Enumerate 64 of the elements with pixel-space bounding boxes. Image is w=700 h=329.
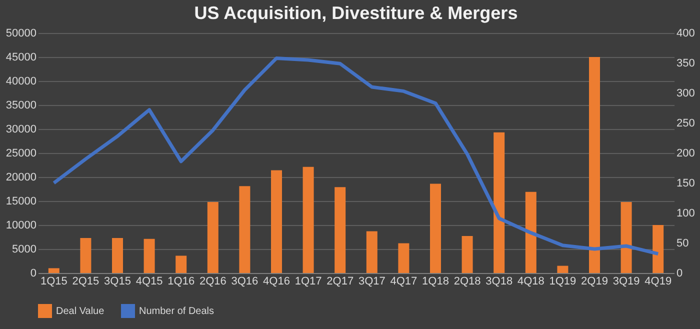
y-tick-label: 50000 [6, 28, 36, 40]
line-series [52, 56, 660, 256]
x-tick-label: 4Q18 [517, 276, 544, 288]
y2-tick-label: 100 [676, 208, 695, 220]
x-tick-label: 1Q19 [549, 276, 576, 288]
y-tick-label: 45000 [6, 52, 36, 64]
bar [271, 170, 282, 273]
bar [430, 184, 441, 273]
y-tick-label: 35000 [6, 100, 36, 112]
x-tick-label: 2Q19 [581, 276, 608, 288]
y-tick-label: 40000 [6, 76, 36, 88]
x-tick-label: 4Q17 [390, 276, 418, 288]
y2-tick-label: 400 [676, 28, 695, 40]
y-tick-label: 25000 [6, 148, 36, 160]
x-tick-label: 3Q17 [358, 276, 386, 288]
legend-label: Number of Deals [139, 306, 214, 317]
bar [398, 243, 410, 273]
x-tick-label: 3Q15 [104, 276, 131, 288]
y-tick-label: 30000 [6, 124, 36, 136]
y-tick-label: 10000 [6, 220, 36, 232]
bar [334, 187, 346, 273]
bar [112, 238, 123, 273]
y2-tick-label: 200 [676, 148, 695, 160]
y2-tick-label: 150 [676, 178, 695, 190]
chart-title: US Acquisition, Divestiture & Mergers [194, 3, 518, 23]
bar [620, 202, 632, 273]
x-tick-label: 1Q17 [294, 276, 322, 288]
bar [366, 231, 378, 273]
bar [80, 238, 92, 273]
bar [462, 236, 473, 273]
x-tick-label: 4Q16 [263, 276, 290, 288]
x-tick-label: 2Q18 [454, 276, 481, 288]
x-tick-label: 1Q18 [422, 276, 449, 288]
y2-tick-label: 300 [676, 88, 695, 100]
bar [525, 192, 536, 273]
bar [239, 186, 250, 273]
x-tick-label: 1Q16 [168, 276, 195, 288]
x-tick-label: 1Q15 [40, 276, 68, 288]
y-tick-label: 20000 [6, 172, 36, 184]
y2-tick-label: 50 [676, 238, 689, 250]
bar [557, 266, 568, 273]
bar [589, 57, 600, 273]
bar [652, 225, 664, 273]
x-tick-label: 4Q19 [644, 276, 672, 288]
y2-tick-label: 250 [676, 118, 695, 130]
y2-tick-label: 350 [676, 58, 695, 70]
x-tick-label: 3Q18 [486, 276, 513, 288]
bar [302, 166, 314, 273]
legend-label: Deal Value [56, 306, 105, 317]
y-tick-label: 0 [30, 268, 36, 280]
bar [494, 132, 505, 273]
y2-tick-label: 0 [676, 268, 683, 280]
bar [176, 256, 187, 273]
x-tick-label: 2Q16 [199, 276, 226, 288]
y-tick-label: 15000 [6, 196, 36, 208]
x-tick-label: 3Q16 [231, 276, 258, 288]
x-tick-label: 4Q15 [136, 276, 163, 288]
bar [48, 268, 60, 273]
x-tick-label: 2Q15 [72, 276, 100, 288]
bar [207, 202, 218, 273]
x-tick-label: 2Q17 [326, 276, 354, 288]
y-tick-label: 5000 [12, 244, 36, 256]
bar [144, 238, 155, 273]
x-tick-label: 3Q19 [612, 276, 640, 288]
